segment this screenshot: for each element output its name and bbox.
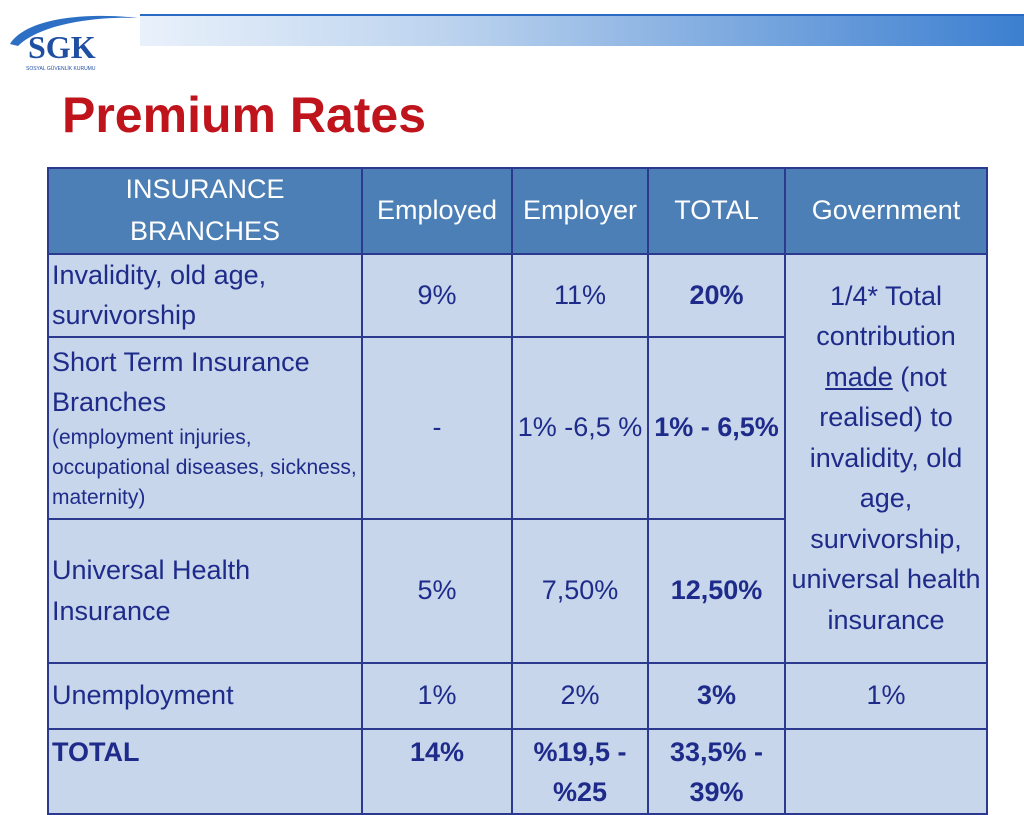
table-header-row: INSURANCE BRANCHES Employed Employer TOT… [47, 167, 988, 255]
employer-cell: 11% [511, 252, 649, 338]
table-row-total: TOTAL 14% %19,5 - %25 33,5% - 39% [47, 727, 988, 815]
table-row: Short Term Insurance Branches (employmen… [47, 335, 987, 520]
employer-cell: %19,5 - %25 [511, 727, 649, 815]
sgk-logo: SGK SOSYAL GÜVENLİK KURUMU [6, 10, 142, 74]
government-merged-cell: 1/4* Total contribution made (not realis… [784, 252, 988, 664]
svg-text:SGK: SGK [28, 29, 96, 65]
total-cell: 20% [647, 252, 786, 338]
table-row: Universal Health Insurance 5% 7,50% 12,5… [47, 517, 987, 664]
government-cell: 1% [784, 661, 988, 730]
employed-cell: 9% [361, 252, 513, 338]
header-bar-line [140, 14, 1024, 16]
government-note-part1: 1/4* Total contribution [816, 280, 956, 352]
header-employed: Employed [361, 167, 513, 255]
header-total: TOTAL [647, 167, 786, 255]
header-employer: Employer [511, 167, 649, 255]
employer-cell: 2% [511, 661, 649, 730]
header-bar [140, 16, 1024, 46]
branch-cell: Unemployment [47, 661, 363, 730]
total-cell: 33,5% - 39% [647, 727, 786, 815]
branch-cell: TOTAL [47, 727, 363, 815]
employer-cell: 7,50% [511, 517, 649, 664]
branch-note: (employment injuries, occupational disea… [52, 425, 357, 510]
premium-rates-table: INSURANCE BRANCHES Employed Employer TOT… [47, 167, 988, 815]
total-cell: 3% [647, 661, 786, 730]
government-note-part2: (not realised) to invalidity, old age, s… [791, 361, 981, 635]
employer-cell: 1% -6,5 % [511, 335, 649, 520]
employed-cell: 14% [361, 727, 513, 815]
branch-cell: Universal Health Insurance [47, 517, 363, 664]
employed-cell: 1% [361, 661, 513, 730]
branch-label: Short Term Insurance Branches [52, 346, 310, 418]
page-title: Premium Rates [62, 87, 427, 143]
table-row: Invalidity, old age, survivorship 9% 11%… [47, 252, 988, 664]
total-cell: 1% - 6,5% [647, 335, 786, 520]
total-cell: 12,50% [647, 517, 786, 664]
employed-cell: - [361, 335, 513, 520]
government-note-made: made [825, 361, 893, 392]
table-row: Unemployment 1% 2% 3% 1% [47, 661, 988, 730]
government-cell [784, 727, 988, 815]
branch-cell: Invalidity, old age, survivorship [47, 252, 363, 338]
branch-cell: Short Term Insurance Branches (employmen… [47, 335, 363, 520]
header-government: Government [784, 167, 988, 255]
svg-text:SOSYAL GÜVENLİK KURUMU: SOSYAL GÜVENLİK KURUMU [26, 65, 96, 72]
employed-cell: 5% [361, 517, 513, 664]
header-insurance-branches: INSURANCE BRANCHES [47, 167, 363, 255]
